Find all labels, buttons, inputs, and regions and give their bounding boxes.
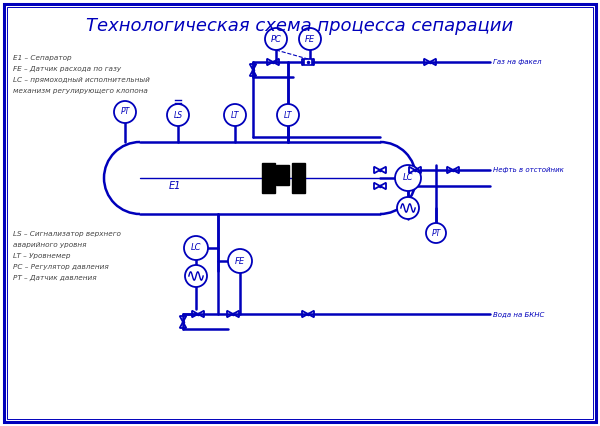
Text: FE: FE (235, 256, 245, 265)
Text: PC: PC (271, 35, 281, 43)
Bar (292, 163, 305, 193)
Text: PT: PT (121, 107, 130, 116)
Circle shape (397, 197, 419, 219)
Circle shape (265, 28, 287, 50)
Text: LC: LC (191, 244, 201, 253)
Bar (262, 163, 275, 193)
Text: LT: LT (284, 110, 292, 120)
Circle shape (167, 104, 189, 126)
Bar (304, 59, 312, 65)
Circle shape (114, 101, 136, 123)
Text: E1: E1 (169, 181, 181, 191)
Text: LT – Уровнемер: LT – Уровнемер (13, 253, 71, 259)
Circle shape (185, 265, 207, 287)
Text: LC: LC (403, 173, 413, 182)
Text: Технологическая схема процесса сепарации: Технологическая схема процесса сепарации (86, 17, 514, 35)
Text: аварийного уровня: аварийного уровня (13, 242, 86, 248)
Text: Вода на БКНС: Вода на БКНС (493, 311, 544, 317)
Circle shape (299, 28, 321, 50)
Text: Газ на факел: Газ на факел (493, 59, 542, 65)
Circle shape (395, 165, 421, 191)
Circle shape (184, 236, 208, 260)
Text: FE: FE (305, 35, 315, 43)
Text: механизм регулирующего клопона: механизм регулирующего клопона (13, 88, 148, 94)
Text: PT – Датчик давления: PT – Датчик давления (13, 275, 97, 281)
Text: PT: PT (431, 228, 440, 238)
Text: Нефть в отстойник: Нефть в отстойник (493, 167, 564, 173)
Text: LS: LS (173, 110, 182, 120)
Text: LC – прямоходный исполнительный: LC – прямоходный исполнительный (13, 77, 150, 83)
Bar (140, 142, 380, 214)
Text: LT: LT (231, 110, 239, 120)
Circle shape (277, 104, 299, 126)
Circle shape (228, 249, 252, 273)
Text: FE – Датчик расхода по газу: FE – Датчик расхода по газу (13, 66, 121, 72)
Text: PC – Регулятор давления: PC – Регулятор давления (13, 264, 109, 270)
Text: E1 – Сепаратор: E1 – Сепаратор (13, 55, 71, 61)
Text: LS – Сигнализатор верхнего: LS – Сигнализатор верхнего (13, 231, 121, 237)
Circle shape (426, 223, 446, 243)
Circle shape (224, 104, 246, 126)
Bar (275, 165, 289, 185)
